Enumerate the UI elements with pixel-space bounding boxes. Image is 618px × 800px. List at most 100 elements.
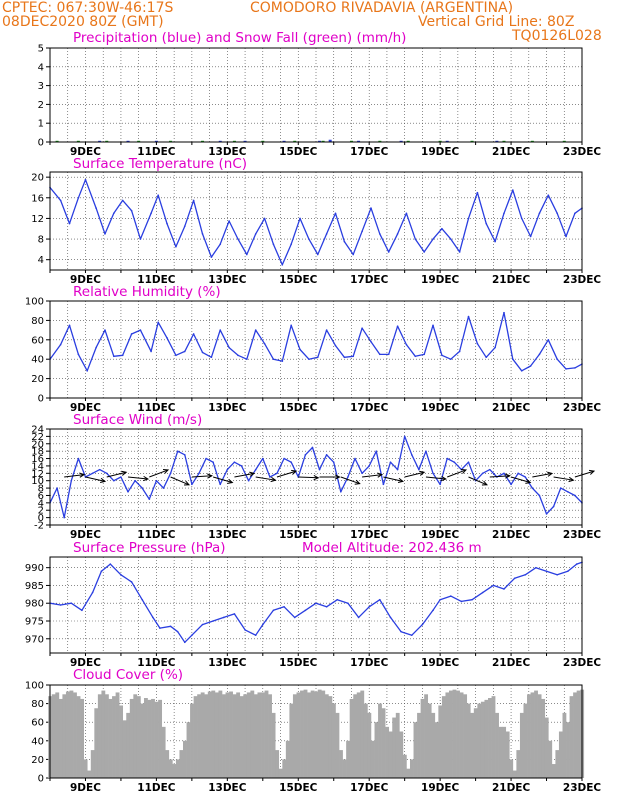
temp-ytick-label: 20 (31, 173, 44, 184)
cloud-bar (90, 750, 95, 778)
cloud-bar (566, 722, 570, 778)
wind-arrow (170, 476, 190, 486)
pres-ytick-label: 985 (25, 581, 44, 592)
cloud-bar (573, 692, 577, 778)
cloud-bar (339, 750, 343, 778)
pres-point (120, 573, 122, 576)
rh-ytick-label: 60 (31, 335, 44, 346)
precip-xtick-label: 13DEC (208, 146, 247, 158)
pres-point (503, 588, 505, 590)
temp-ytick-label: 12 (31, 214, 44, 225)
pres-xtick-label: 17DEC (350, 657, 389, 669)
wind-frame (49, 428, 583, 526)
cloud-bar (108, 698, 113, 778)
temp-point (432, 238, 434, 240)
temp-xtick-label: 19DEC (421, 274, 460, 286)
pres-xtick-label: 11DEC (137, 657, 176, 669)
temp-point (423, 251, 425, 253)
rh-point (458, 350, 461, 353)
header-station-name: COMODORO RIVADAVIA (ARGENTINA) (250, 0, 513, 16)
wind-arrow (489, 475, 510, 478)
pres-xtick-label: 15DEC (279, 657, 318, 669)
cloud-bar (431, 712, 436, 778)
wind-point (183, 454, 186, 456)
cloud-bar (62, 694, 67, 778)
rh-point (547, 339, 550, 341)
cloud-bar (509, 759, 514, 778)
rh-point (325, 329, 328, 331)
cloud-bar (172, 764, 177, 778)
cloud-bar (413, 722, 418, 778)
temp-point (379, 233, 381, 235)
wind-point (77, 457, 80, 460)
cloud-bar (143, 698, 148, 778)
cloud-bar (101, 690, 106, 778)
cloud-bar (168, 759, 173, 778)
rh-point (113, 355, 115, 358)
wind-point (276, 472, 278, 475)
wind-point (375, 450, 378, 452)
precip-ytick-label: 4 (38, 62, 44, 73)
temp-point (281, 264, 284, 266)
cloud-bar (367, 712, 372, 778)
wind-ytick-label: 8 (38, 484, 44, 495)
temp-point (414, 238, 417, 240)
cloud-bar (204, 694, 209, 778)
temp-point (246, 253, 248, 256)
wind-point (488, 468, 491, 471)
wind-arrow-head (313, 475, 320, 481)
precip-snow-bar (530, 140, 534, 142)
cloud-bar (402, 754, 407, 778)
wind-point (191, 483, 193, 486)
cloud-bar (452, 689, 457, 778)
rh-point (441, 354, 443, 357)
cloud-frame (49, 684, 583, 779)
pres-point (432, 609, 434, 612)
wind-point (418, 468, 420, 471)
pres-point (169, 625, 172, 628)
rh-point (476, 342, 479, 345)
cloud-bar (229, 691, 233, 778)
cloud-bar (126, 712, 131, 778)
temperature-panel-title: Surface Temperature (nC) (73, 156, 247, 172)
wind-arrow-head (440, 475, 447, 482)
wind-point (290, 461, 292, 464)
temp-point (272, 243, 275, 246)
cloud-bar (459, 692, 464, 778)
pres-xtick-label: 13DEC (208, 657, 247, 669)
precip-snow-bar (261, 140, 265, 142)
pres-point (262, 623, 264, 626)
wind-xtick-label: 9DEC (70, 529, 101, 541)
wind-point (120, 476, 122, 478)
wind-arrow-head (525, 478, 532, 484)
temp-xtick-label: 15DEC (279, 274, 318, 286)
wind-arrow-head (377, 472, 384, 478)
cloud-bar (438, 705, 443, 778)
rh-xtick-label: 15DEC (279, 402, 318, 414)
cloud-xtick-label: 19DEC (421, 782, 460, 794)
rh-point (246, 358, 248, 361)
wind-point (410, 454, 413, 456)
cloud-bar (480, 701, 485, 778)
cloud-bar (193, 696, 198, 778)
wind-point (332, 461, 335, 464)
temp-point (113, 212, 115, 215)
pres-point (471, 598, 473, 601)
rh-point (86, 370, 89, 372)
temp-point (361, 230, 363, 233)
rh-point (290, 324, 292, 327)
cloud-ytick-label: 20 (31, 755, 44, 766)
header-date-line: 08DEC2020 80Z (GMT) (2, 14, 164, 30)
wind-panel-title: Surface Wind (m/s) (73, 412, 202, 428)
pres-point (244, 629, 246, 631)
rh-point (104, 329, 106, 331)
temp-point (175, 245, 177, 248)
precip-snow-bar (76, 140, 80, 142)
cloud-bar (335, 712, 340, 778)
precip-precip-bar (495, 140, 499, 142)
wind-point (254, 468, 257, 471)
humidity-panel-title: Relative Humidity (%) (73, 284, 221, 300)
precip-precip-bar (357, 140, 361, 142)
precip-precip-bar (98, 140, 102, 142)
cloud-bar (250, 690, 255, 778)
